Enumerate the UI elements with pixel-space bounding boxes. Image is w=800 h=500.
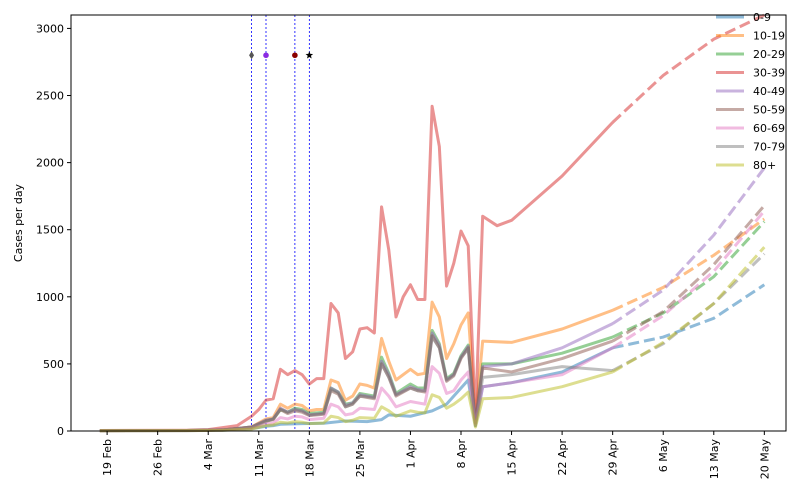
series-projection-20-29 <box>612 220 766 339</box>
y-axis-title: Cases per day <box>12 183 25 262</box>
legend-label: 30-39 <box>753 67 785 80</box>
x-tick-label: 22 Apr <box>556 439 569 476</box>
x-tick-label: 15 Apr <box>506 439 519 476</box>
x-tick-label: 26 Feb <box>152 439 165 476</box>
series-group <box>99 13 766 433</box>
series-projection-80+ <box>611 246 766 374</box>
y-tick-label: 500 <box>43 358 64 371</box>
x-tick-label: 8 Apr <box>455 439 468 469</box>
vertical-markers <box>249 15 314 431</box>
circle-marker <box>263 52 269 59</box>
diamond-marker <box>249 51 255 60</box>
series-projection-50-59 <box>611 204 766 343</box>
x-axis: 19 Feb 26 Feb 4 Mar 11 Mar 18 Mar 25 Mar 1 Apr… <box>101 431 771 479</box>
legend-label: 50-59 <box>753 104 785 117</box>
legend-label: 80+ <box>753 159 776 172</box>
y-tick-label: 1500 <box>36 224 64 237</box>
x-tick-label: 29 Apr <box>607 439 620 476</box>
circle-marker <box>292 52 298 59</box>
y-tick-label: 0 <box>57 425 64 438</box>
y-axis: 0 500 1000 1500 2000 2500 3000 <box>36 22 71 438</box>
series-line-80+ <box>99 370 614 433</box>
legend-label: 40-49 <box>753 85 785 98</box>
x-tick-label: 4 Mar <box>202 439 215 471</box>
y-tick-label: 3000 <box>36 22 64 35</box>
series-line-70-79 <box>99 335 613 433</box>
star-marker <box>305 51 314 59</box>
x-tick-label: 11 Mar <box>253 439 266 478</box>
series-projection-40-49 <box>611 167 766 325</box>
legend-label: 20-29 <box>753 48 785 61</box>
series-line-50-59 <box>99 334 614 433</box>
y-tick-label: 1000 <box>36 291 64 304</box>
legend: 0-9 10-19 20-29 30-39 40-49 50-59 60-69 70-79 80… <box>716 11 785 172</box>
series-projection-30-39 <box>611 13 765 124</box>
legend-label: 70-79 <box>753 141 785 154</box>
plot-area-frame <box>70 14 787 432</box>
y-tick-label: 2000 <box>36 157 64 170</box>
x-tick-label: 6 May <box>657 439 670 473</box>
series-projection-0-9 <box>612 283 766 350</box>
legend-label: 0-9 <box>753 11 771 24</box>
x-tick-label: 13 May <box>708 439 721 480</box>
x-tick-label: 1 Apr <box>404 439 417 469</box>
x-tick-label: 20 May <box>758 439 771 480</box>
series-line-60-69 <box>99 346 614 433</box>
legend-label: 60-69 <box>753 122 785 135</box>
series-projection-60-69 <box>611 209 766 350</box>
x-tick-label: 25 Mar <box>354 439 367 478</box>
series-line-30-39 <box>99 104 614 432</box>
x-tick-label: 18 Mar <box>303 439 316 478</box>
x-tick-label: 19 Feb <box>101 439 114 476</box>
legend-label: 10-19 <box>753 30 785 43</box>
y-tick-label: 2500 <box>36 90 64 103</box>
